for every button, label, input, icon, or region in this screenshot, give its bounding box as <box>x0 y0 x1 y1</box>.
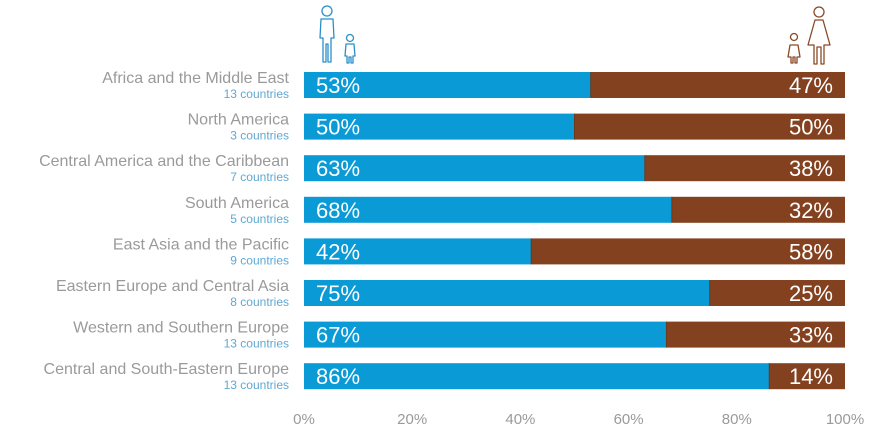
region-label: East Asia and the Pacific <box>113 236 289 253</box>
country-count-label: 13 countries <box>224 378 289 392</box>
male-percent-label: 53% <box>316 73 360 98</box>
male-percent-label: 68% <box>316 198 360 223</box>
x-tick-label: 60% <box>614 411 644 428</box>
female-percent-label: 58% <box>789 239 833 264</box>
country-count-label: 9 countries <box>230 253 289 267</box>
male-bar-segment <box>304 196 672 223</box>
country-count-label: 13 countries <box>224 337 289 351</box>
female-percent-label: 50% <box>789 115 833 140</box>
x-axis: 0% 20% 40% 60% 80% 100% <box>293 411 864 428</box>
male-percent-label: 75% <box>316 281 360 306</box>
country-count-label: 8 countries <box>230 295 289 309</box>
country-count-label: 7 countries <box>230 170 289 184</box>
female-percent-label: 32% <box>789 198 833 223</box>
woman-and-girl-icon <box>787 6 831 65</box>
region-label: Central America and the Caribbean <box>39 153 289 170</box>
female-bar-segment <box>666 321 845 348</box>
region-label: North America <box>188 112 289 129</box>
male-bar-segment <box>304 280 710 306</box>
x-tick-label: 20% <box>397 411 427 428</box>
female-bar-segment <box>671 196 845 223</box>
male-percent-label: 50% <box>316 115 360 140</box>
x-tick-label: 100% <box>826 411 864 428</box>
country-count-label: 3 countries <box>230 129 289 143</box>
female-percent-label: 14% <box>789 364 833 389</box>
male-bar-segment <box>304 321 667 348</box>
male-bar-segment <box>304 363 770 390</box>
male-percent-label: 67% <box>316 323 360 348</box>
male-bar-segment <box>304 155 645 182</box>
x-tick-label: 40% <box>505 411 535 428</box>
male-bar-segment <box>304 238 532 265</box>
region-label: Central and South-Eastern Europe <box>44 361 290 378</box>
region-label: Africa and the Middle East <box>102 70 289 87</box>
female-bar-segment <box>574 113 845 140</box>
female-bar-segment <box>531 238 845 265</box>
female-bar-segment <box>644 155 845 182</box>
female-percent-label: 25% <box>789 281 833 306</box>
male-bar-segment <box>304 113 575 140</box>
male-percent-label: 86% <box>316 364 360 389</box>
female-bar-segment <box>590 72 845 98</box>
x-tick-label: 80% <box>722 411 752 428</box>
male-bar-segment <box>304 72 591 98</box>
female-percent-label: 33% <box>789 323 833 348</box>
man-and-boy-icon <box>319 5 356 64</box>
male-percent-label: 63% <box>316 156 360 181</box>
country-count-label: 13 countries <box>224 87 289 101</box>
region-label: Western and Southern Europe <box>73 320 289 337</box>
country-count-label: 5 countries <box>230 212 289 226</box>
female-bar-segment <box>769 363 845 390</box>
region-label: South America <box>185 195 289 212</box>
female-bar-segment <box>709 280 845 306</box>
female-percent-label: 47% <box>789 73 833 98</box>
male-percent-label: 42% <box>316 239 360 264</box>
region-label: Eastern Europe and Central Asia <box>56 278 289 295</box>
x-tick-label: 0% <box>293 411 315 428</box>
female-percent-label: 38% <box>789 156 833 181</box>
